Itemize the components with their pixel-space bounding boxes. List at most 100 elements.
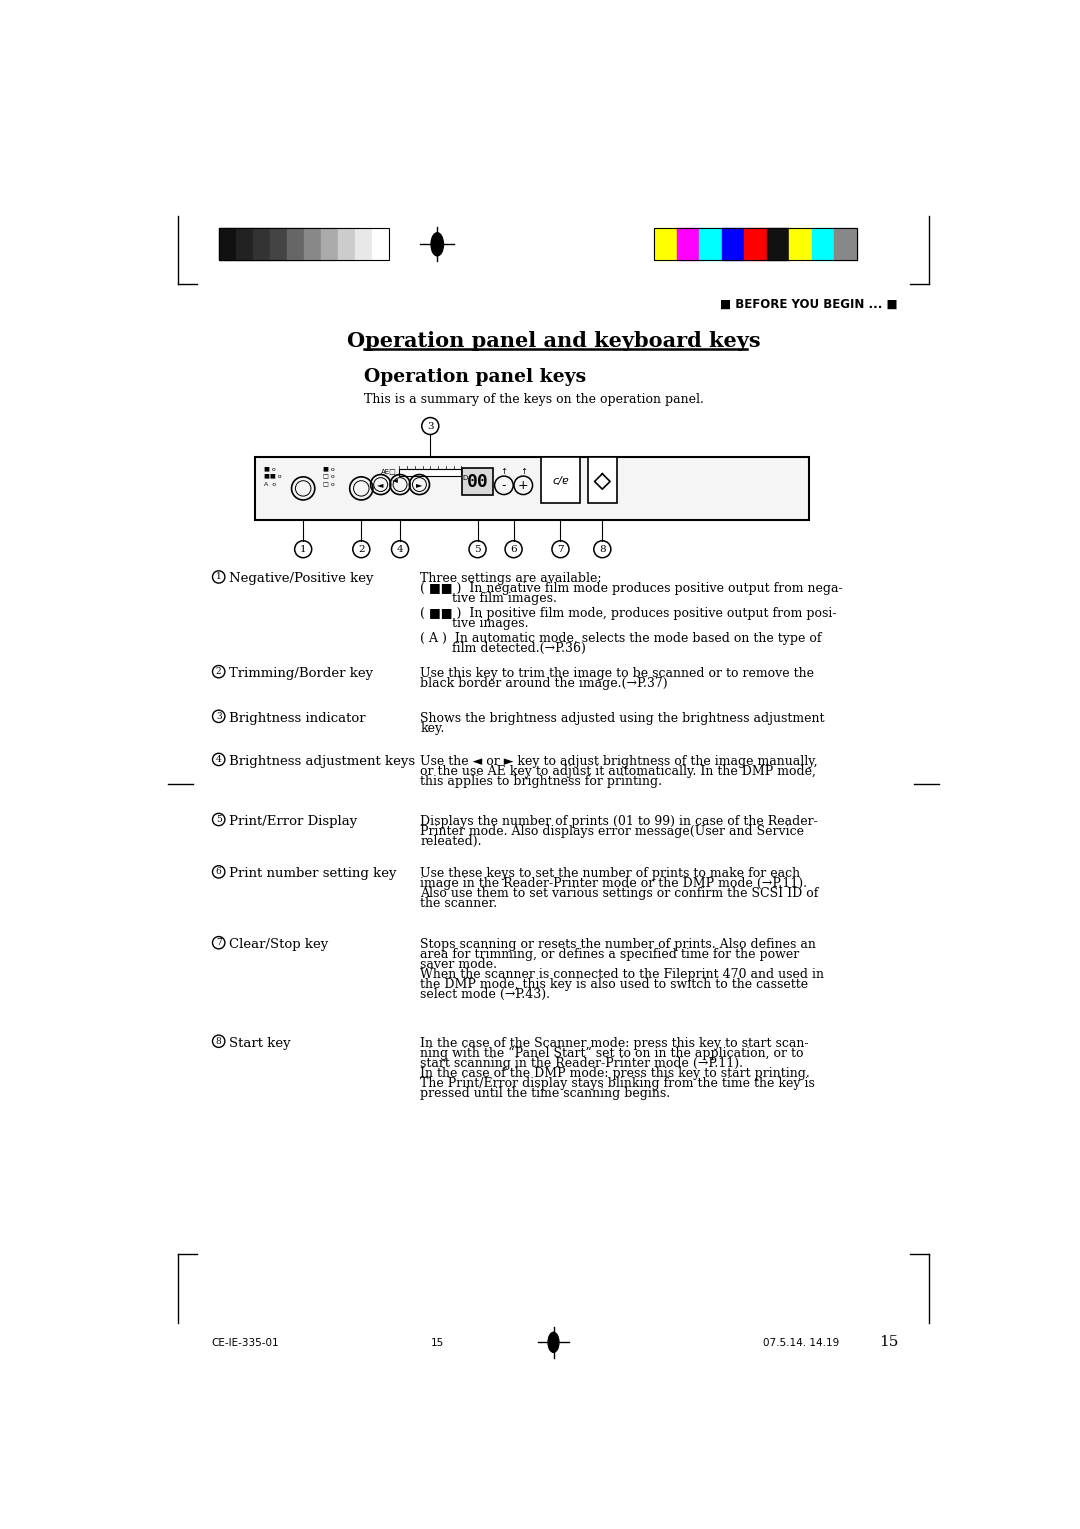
Text: saver mode.: saver mode. <box>420 959 497 971</box>
Text: ↑: ↑ <box>500 466 508 476</box>
Bar <box>355 228 373 260</box>
Text: ■■ o: ■■ o <box>265 474 282 479</box>
Text: ning with the “Panel Start” set to on in the application, or to: ning with the “Panel Start” set to on in… <box>420 1047 804 1060</box>
Text: 1: 1 <box>300 544 307 553</box>
Text: tive images.: tive images. <box>420 618 529 630</box>
Text: the DMP mode, this key is also used to switch to the cassette: the DMP mode, this key is also used to s… <box>420 979 808 991</box>
Bar <box>541 457 580 503</box>
Circle shape <box>392 541 408 558</box>
Text: start scanning in the Reader-Printer mode (→P.11).: start scanning in the Reader-Printer mod… <box>420 1057 743 1070</box>
Text: Negative/Positive key: Negative/Positive key <box>229 572 374 586</box>
Text: 4: 4 <box>396 544 403 553</box>
Bar <box>255 457 809 520</box>
Text: Displays the number of prints (01 to 99) in case of the Reader-: Displays the number of prints (01 to 99)… <box>420 815 818 827</box>
Text: Stops scanning or resets the number of prints. Also defines an: Stops scanning or resets the number of p… <box>420 939 816 951</box>
Text: 6: 6 <box>216 867 221 876</box>
Text: ■ o: ■ o <box>323 466 335 471</box>
Text: Three settings are available:: Three settings are available: <box>420 572 602 586</box>
Text: 5: 5 <box>474 544 481 553</box>
Text: releated).: releated). <box>420 835 482 849</box>
Bar <box>373 228 389 260</box>
Text: or the use AE key to adjust it automatically. In the DMP mode,: or the use AE key to adjust it automatic… <box>420 764 816 778</box>
Text: ■ o: ■ o <box>265 466 276 471</box>
Text: Use the ◄ or ► key to adjust brightness of the image manually,: Use the ◄ or ► key to adjust brightness … <box>420 755 818 768</box>
Ellipse shape <box>548 1332 559 1352</box>
Text: Print/Error Display: Print/Error Display <box>229 815 357 827</box>
Bar <box>235 228 253 260</box>
Text: When the scanner is connected to the Fileprint 470 and used in: When the scanner is connected to the Fil… <box>420 968 824 982</box>
Text: D: D <box>463 476 468 482</box>
Text: film detected.(→P.36): film detected.(→P.36) <box>420 642 586 654</box>
Text: this applies to brightness for printing.: this applies to brightness for printing. <box>420 775 662 787</box>
Text: image in the Reader-Printer mode or the DMP mode (→P.11).: image in the Reader-Printer mode or the … <box>420 878 807 890</box>
Text: 7: 7 <box>216 939 221 946</box>
Bar <box>338 228 355 260</box>
Text: Brightness adjustment keys: Brightness adjustment keys <box>229 755 415 768</box>
Circle shape <box>353 541 369 558</box>
Text: Use these keys to set the number of prints to make for each: Use these keys to set the number of prin… <box>420 867 800 881</box>
Bar <box>677 228 699 260</box>
Bar <box>789 228 811 260</box>
Text: □ o: □ o <box>323 474 335 479</box>
Text: □ o: □ o <box>323 482 335 488</box>
Circle shape <box>552 541 569 558</box>
Text: 07.5.14. 14.19: 07.5.14. 14.19 <box>762 1338 839 1349</box>
Text: 6: 6 <box>510 544 517 553</box>
Text: ( A )  In automatic mode, selects the mode based on the type of: ( A ) In automatic mode, selects the mod… <box>420 631 822 645</box>
Text: 2: 2 <box>216 667 221 676</box>
Text: 00: 00 <box>467 474 488 491</box>
Bar <box>303 228 321 260</box>
Text: Shows the brightness adjusted using the brightness adjustment: Shows the brightness adjusted using the … <box>420 711 825 725</box>
Text: Printer mode. Also displays error message(User and Service: Printer mode. Also displays error messag… <box>420 824 805 838</box>
Bar <box>321 228 338 260</box>
Text: ↑: ↑ <box>519 466 527 476</box>
Text: Use this key to trim the image to be scanned or to remove the: Use this key to trim the image to be sca… <box>420 667 814 680</box>
Bar <box>654 228 856 260</box>
Bar <box>218 228 389 260</box>
Text: ◄: ◄ <box>392 476 397 485</box>
Text: 15: 15 <box>879 1335 899 1349</box>
Text: Start key: Start key <box>229 1037 291 1049</box>
Bar <box>400 469 461 476</box>
Text: ( ■■ )  In positive film mode, produces positive output from posi-: ( ■■ ) In positive film mode, produces p… <box>420 607 837 619</box>
Text: 5: 5 <box>216 815 221 824</box>
Circle shape <box>594 541 611 558</box>
Bar <box>744 228 767 260</box>
Text: 8: 8 <box>216 1037 221 1046</box>
Text: 15: 15 <box>431 1338 444 1349</box>
Text: 2: 2 <box>357 544 365 553</box>
Text: c/ɐ: c/ɐ <box>552 477 569 486</box>
Text: black border around the image.(→P.37): black border around the image.(→P.37) <box>420 677 667 690</box>
Bar <box>253 228 270 260</box>
Text: Also use them to set various settings or confirm the SCSI ID of: Also use them to set various settings or… <box>420 887 819 901</box>
Text: Brightness indicator: Brightness indicator <box>229 711 365 725</box>
Bar <box>721 228 744 260</box>
Text: The Print/Error display stays blinking from the time the key is: The Print/Error display stays blinking f… <box>420 1076 815 1090</box>
Text: 3: 3 <box>427 422 433 431</box>
Bar <box>218 228 235 260</box>
Text: the scanner.: the scanner. <box>420 898 497 910</box>
Text: This is a summary of the keys on the operation panel.: This is a summary of the keys on the ope… <box>364 393 703 405</box>
Text: tive film images.: tive film images. <box>420 592 557 605</box>
Text: pressed until the time scanning begins.: pressed until the time scanning begins. <box>420 1087 671 1099</box>
Bar <box>767 228 789 260</box>
Text: select mode (→P.43).: select mode (→P.43). <box>420 988 550 1001</box>
Text: 4: 4 <box>216 755 221 764</box>
Bar <box>811 228 834 260</box>
Text: ◄: ◄ <box>377 480 383 489</box>
Bar <box>462 468 494 495</box>
Bar <box>699 228 721 260</box>
Text: 3: 3 <box>216 713 221 720</box>
Text: Operation panel keys: Operation panel keys <box>364 368 585 387</box>
Text: -: - <box>501 479 507 492</box>
Text: Trimming/Border key: Trimming/Border key <box>229 667 373 680</box>
Text: key.: key. <box>420 722 445 735</box>
Text: Print number setting key: Print number setting key <box>229 867 396 881</box>
Bar <box>287 228 303 260</box>
Text: ( ■■ )  In negative film mode produces positive output from nega-: ( ■■ ) In negative film mode produces po… <box>420 583 842 595</box>
Circle shape <box>469 541 486 558</box>
Circle shape <box>505 541 522 558</box>
Text: ■ BEFORE YOU BEGIN ... ■: ■ BEFORE YOU BEGIN ... ■ <box>720 298 899 310</box>
Bar <box>834 228 856 260</box>
Text: area for trimming, or defines a specified time for the power: area for trimming, or defines a specifie… <box>420 948 799 962</box>
